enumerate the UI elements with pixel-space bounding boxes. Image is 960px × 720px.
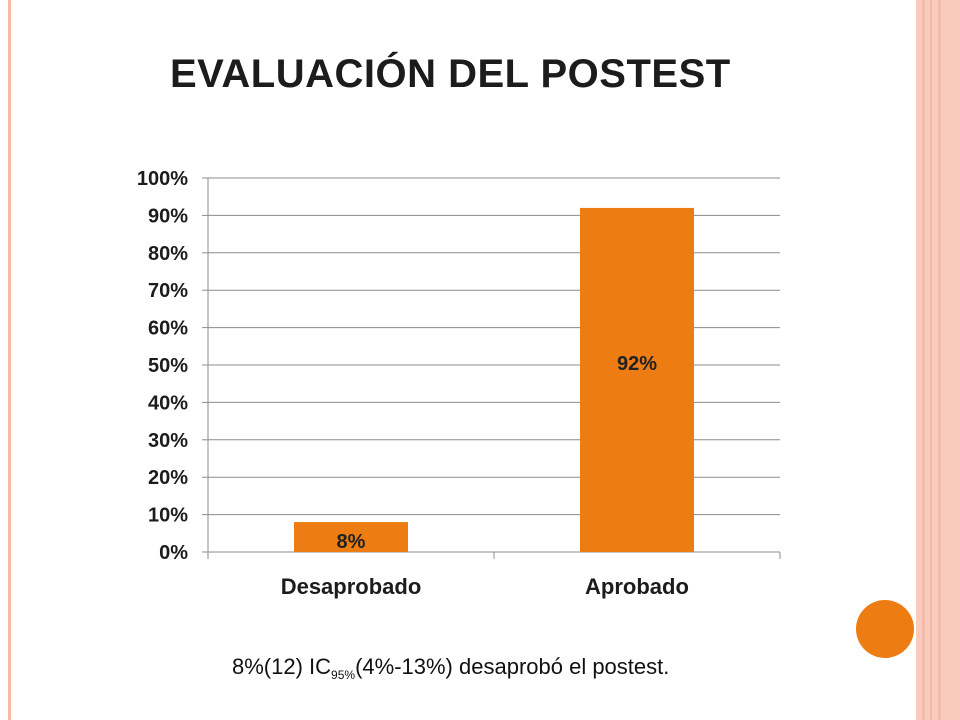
y-tick-label: 50%	[148, 355, 188, 377]
caption-suffix: (4%-13%) desaprobó el postest.	[355, 654, 670, 679]
y-tick-label: 30%	[148, 430, 188, 452]
slide-title: EVALUACIÓN DEL POSTEST	[170, 52, 731, 96]
y-tick-label: 0%	[159, 542, 188, 564]
bar	[294, 522, 408, 552]
slide-right-border	[916, 0, 960, 720]
y-tick-label: 100%	[137, 168, 188, 190]
border-stripe	[922, 0, 925, 720]
y-tick-label: 90%	[148, 205, 188, 227]
caption-prefix: 8%(12) IC	[232, 654, 332, 679]
slide-left-border	[8, 0, 11, 720]
x-category-label: Desaprobado	[281, 574, 422, 599]
border-stripe	[938, 0, 941, 720]
y-tick-label: 80%	[148, 243, 188, 265]
bar	[580, 207, 694, 553]
border-stripe	[930, 0, 932, 720]
decorative-circle	[856, 600, 914, 658]
slide-caption: 8%(12) IC95%(4%-13%) desaprobó el postes…	[232, 654, 669, 682]
data-label: 8%	[337, 531, 366, 553]
y-tick-label: 20%	[148, 467, 188, 489]
data-label: 92%	[617, 353, 657, 375]
y-tick-label: 60%	[148, 318, 188, 340]
y-tick-label: 40%	[148, 392, 188, 414]
caption-subscript: 95%	[331, 668, 356, 682]
x-category-label: Aprobado	[585, 574, 689, 599]
y-tick-label: 70%	[148, 280, 188, 302]
y-tick-label: 10%	[148, 505, 188, 527]
